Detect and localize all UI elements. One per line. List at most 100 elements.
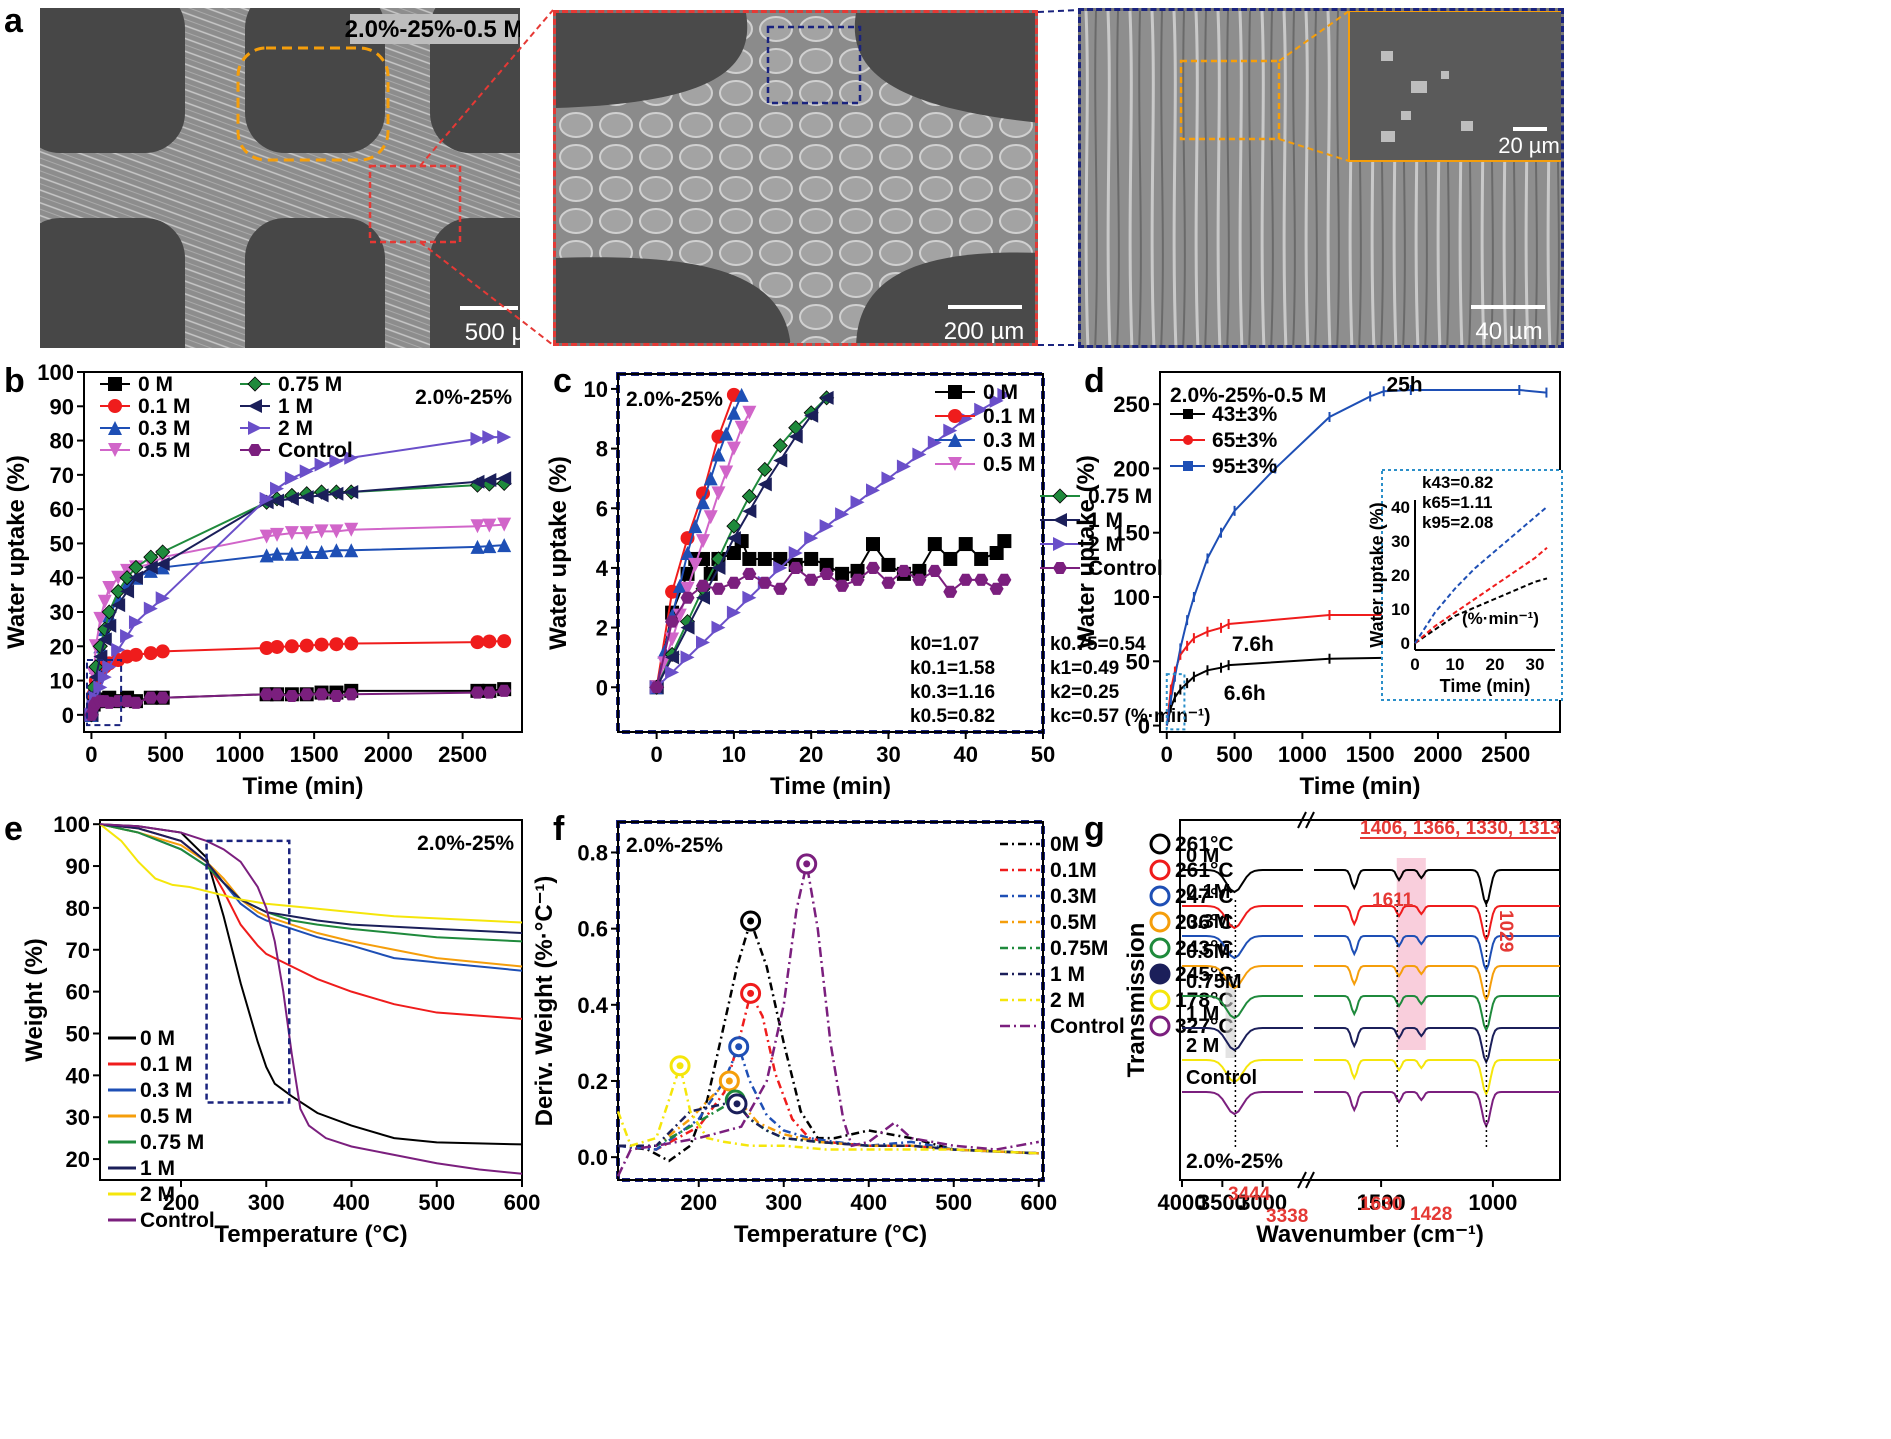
data-point <box>711 447 726 462</box>
legend-peak-marker <box>1149 833 1171 855</box>
rate-constant-label: k0.5=0.82 <box>910 706 995 727</box>
data-point <box>835 579 850 592</box>
legend-label: 0 M <box>140 1027 175 1050</box>
y-tick-label: 40 <box>66 1063 90 1088</box>
x-tick-label: 3000 <box>1238 1190 1287 1215</box>
data-point <box>726 546 741 560</box>
sem-image-3-drawing: 20 µm 40 µm <box>1081 11 1561 345</box>
y-tick-label: 250 <box>1113 392 1150 417</box>
series-0-3m: 0.3M 247°C <box>617 885 1234 1155</box>
axis-break <box>1297 811 1307 829</box>
annotation-1611: 1611 <box>1372 890 1414 911</box>
panel-label-c: c <box>553 362 572 400</box>
data-point <box>696 495 710 510</box>
series-1-m: 1 M 245°C <box>618 963 1234 1155</box>
legend-label: 1 M <box>1088 509 1123 532</box>
data-point <box>259 641 274 655</box>
data-point <box>314 457 329 472</box>
data-point <box>819 390 834 405</box>
spectrum-line-high <box>1182 1091 1303 1116</box>
inset-x-tick: 0 <box>1410 655 1419 674</box>
chart-title: 2.0%-25% <box>626 388 723 411</box>
data-point <box>284 491 299 506</box>
data-point <box>734 387 749 402</box>
spectrum-0-1m: 0.1M <box>1182 881 1560 943</box>
legend-item: 43±3% <box>1170 403 1278 426</box>
legend-label: 0.5M <box>1050 911 1097 934</box>
spectrum-0-75m: 0.75M <box>1182 971 1560 1033</box>
legend-item: 0.1 M <box>935 405 1036 428</box>
legend-label: 0.5 M <box>983 453 1036 476</box>
legend-marker <box>1183 435 1193 445</box>
x-axis-label: Time (min) <box>243 773 364 800</box>
inset-x-tick: 20 <box>1486 655 1505 674</box>
x-tick-label: 200 <box>163 1190 200 1215</box>
rate-constant-label: k0.1=1.58 <box>910 658 995 679</box>
rate-constant-label: k0.75=0.54 <box>1050 634 1146 655</box>
data-point <box>958 573 973 586</box>
x-tick-label: 600 <box>1020 1190 1057 1215</box>
legend-marker <box>1183 461 1193 471</box>
y-tick-label: 10 <box>50 669 74 694</box>
data-point <box>927 564 942 577</box>
data-point <box>850 495 865 510</box>
series-line <box>616 1060 1039 1155</box>
chart-title: 2.0%-25% <box>626 834 723 857</box>
spectrum-0-3m: 0.3M <box>1182 911 1560 973</box>
y-tick-label: 50 <box>66 1021 90 1046</box>
series-line <box>99 823 523 924</box>
y-tick-label: 50 <box>50 531 74 556</box>
data-point <box>927 435 942 450</box>
data-point <box>665 665 680 680</box>
data-point <box>102 581 117 595</box>
data-point <box>497 430 512 445</box>
data-point <box>470 431 485 446</box>
inset-x-tick: 10 <box>1446 655 1465 674</box>
legend-item: 95±3% <box>1170 455 1278 478</box>
x-tick-label: 4000 <box>1158 1190 1207 1215</box>
legend-item: 0 M <box>108 1027 175 1050</box>
y-tick-label: 80 <box>50 429 74 454</box>
annotation-1428: 1428 <box>1410 1204 1452 1225</box>
legend-item: 1 M <box>1040 509 1123 532</box>
legend-label: 1 M <box>140 1157 175 1180</box>
data-point <box>772 438 788 454</box>
data-point <box>912 573 927 586</box>
data-point <box>881 576 896 589</box>
data-point <box>672 578 687 593</box>
x-tick-label: 1500 <box>1357 1190 1406 1215</box>
data-point <box>270 527 285 542</box>
data-point <box>835 507 850 522</box>
x-tick-label: 1500 <box>1346 742 1395 767</box>
data-point <box>270 639 285 654</box>
data-point <box>726 531 741 546</box>
legend-item: 1 M <box>240 395 313 418</box>
legend-label: 0.3 M <box>140 1079 193 1102</box>
y-tick-label: 0 <box>62 703 74 728</box>
y-tick-label: 60 <box>50 497 74 522</box>
data-point <box>470 635 485 650</box>
legend-marker <box>248 399 262 413</box>
legend-label: Control <box>278 439 353 462</box>
legend-item: 1 M <box>108 1157 175 1180</box>
inset-annotation: k65=1.11 <box>1422 493 1492 512</box>
legend-marker <box>1052 488 1068 504</box>
x-tick-label: 400 <box>333 1190 370 1215</box>
data-point <box>943 551 958 566</box>
zoom-box <box>205 839 291 1104</box>
axis-break <box>1297 1171 1307 1189</box>
legend-marker <box>1053 561 1067 575</box>
inset-y-tick: 10 <box>1391 600 1410 619</box>
y-tick-label: 100 <box>1113 585 1150 610</box>
legend-label: 0.1M <box>1050 859 1097 882</box>
data-point <box>866 483 880 498</box>
y-axis-label: Water uptake (%) <box>1073 455 1100 649</box>
legend-item: Control <box>1040 557 1163 580</box>
series-2-m: 2 M 178°C <box>616 989 1234 1155</box>
axis-break <box>1305 811 1315 829</box>
x-tick-label: 600 <box>504 1190 541 1215</box>
data-point <box>284 546 299 561</box>
data-point <box>788 561 803 574</box>
spectrum-label: 2 M <box>1186 1035 1219 1057</box>
